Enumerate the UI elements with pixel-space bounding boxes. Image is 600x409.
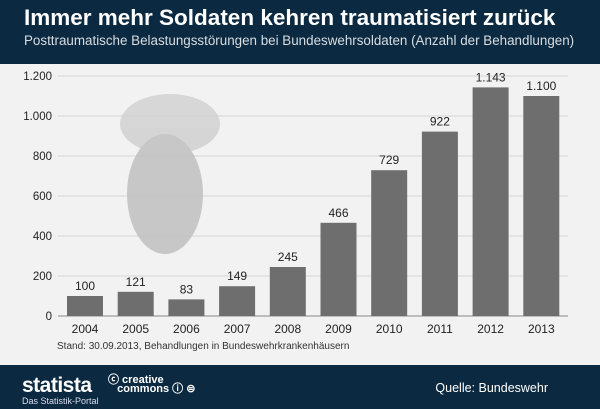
y-tick-label: 200 <box>33 271 52 283</box>
data-label: 466 <box>328 206 348 220</box>
x-tick-label: 2007 <box>224 322 251 336</box>
x-tick-label: 2013 <box>528 322 555 336</box>
data-label: 1.143 <box>476 70 506 84</box>
y-tick-label: 0 <box>46 311 52 323</box>
creative-commons-icon[interactable]: ⓒ creative commons ⓘ ⊜ <box>108 374 196 395</box>
x-tick-label: 2004 <box>72 322 99 336</box>
bar-2013 <box>523 96 560 316</box>
bar-2008 <box>269 267 306 316</box>
y-tick-label: 600 <box>33 191 52 203</box>
bar-2005 <box>117 291 154 316</box>
data-label: 245 <box>278 250 298 264</box>
bar-2009 <box>320 222 357 316</box>
statista-logo[interactable]: statista <box>22 374 92 397</box>
soldier-illustration <box>120 94 220 254</box>
x-tick-label: 2008 <box>274 322 301 336</box>
bar-chart: 0 200 400 600 800 1.000 1.200 100 2004 121 2005 83… <box>23 70 568 336</box>
data-label: 121 <box>126 275 146 289</box>
y-tick-label: 1.200 <box>23 71 52 83</box>
y-tick-label: 400 <box>33 231 52 243</box>
chart-title: Immer mehr Soldaten kehren traumatisiert… <box>24 5 556 30</box>
x-tick-label: 2005 <box>122 322 149 336</box>
footer: statista Das Statistik-Portal ⓒ creative… <box>0 365 600 409</box>
x-tick-label: 2011 <box>427 322 453 336</box>
data-label: 83 <box>180 282 194 296</box>
bar-2004 <box>67 296 103 316</box>
bar-2012 <box>472 87 509 317</box>
x-tick-label: 2006 <box>173 322 200 336</box>
x-tick-label: 2010 <box>376 322 403 336</box>
bar-2006 <box>168 299 205 316</box>
bar-2011 <box>421 131 458 316</box>
source: Quelle: Bundeswehr <box>435 381 548 395</box>
y-tick-label: 800 <box>33 151 52 163</box>
bar-2010 <box>371 170 408 316</box>
x-tick-label: 2012 <box>477 322 504 336</box>
data-label: 149 <box>227 269 247 283</box>
data-label: 1.100 <box>526 79 556 93</box>
data-label: 922 <box>430 115 450 129</box>
data-label: 100 <box>75 279 95 293</box>
logo-subtitle: Das Statistik-Portal <box>22 396 99 406</box>
header: Immer mehr Soldaten kehren traumatisiert… <box>0 0 600 64</box>
note: Stand: 30.09.2013, Behandlungen in Bunde… <box>57 341 350 352</box>
x-tick-label: 2009 <box>325 322 352 336</box>
data-label: 729 <box>379 153 399 167</box>
chart-subtitle: Posttraumatische Belastungsstörungen bei… <box>24 33 575 48</box>
y-tick-label: 1.000 <box>23 111 52 123</box>
bar-2007 <box>219 286 256 316</box>
